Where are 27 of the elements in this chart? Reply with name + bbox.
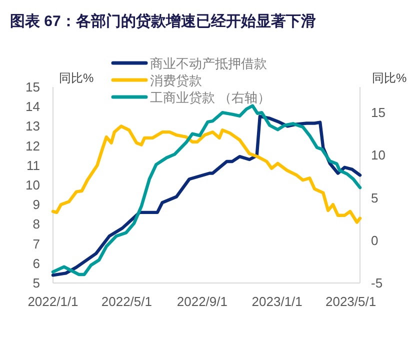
- y-axis-title: 同比%: [59, 71, 94, 85]
- y2-tick-label: 5: [371, 190, 378, 206]
- y-tick-label: 11: [26, 158, 40, 173]
- y2-tick-label: 15: [371, 105, 386, 120]
- legend-label: 消费贷款: [150, 73, 202, 88]
- y-tick-label: 15: [26, 80, 40, 94]
- y2-axis-title: 同比%: [372, 71, 407, 85]
- y-tick-label: 6: [32, 256, 40, 271]
- x-tick-label: 2022/5/1: [101, 294, 152, 309]
- x-tick-label: 2023/5/1: [325, 294, 376, 309]
- y2-tick-label: 10: [371, 148, 386, 163]
- y2-tick-label: -5: [371, 276, 383, 290]
- chart-title: 图表 67：各部门的贷款增速已经开始显著下滑: [10, 12, 316, 30]
- y-tick-label: 7: [32, 236, 40, 252]
- y2-tick-label: 0: [371, 232, 378, 248]
- y-tick-label: 9: [32, 197, 40, 212]
- y-tick-label: 13: [26, 118, 40, 134]
- y-tick-label: 10: [26, 178, 40, 192]
- x-tick-label: 2023/1/1: [252, 294, 302, 309]
- legend-label: 商业不动产抵押借款: [150, 56, 267, 71]
- y-tick-label: 14: [26, 99, 40, 114]
- x-tick-label: 2022/9/1: [176, 294, 228, 309]
- x-tick-label: 2022/1/1: [28, 294, 78, 309]
- y-tick-label: 5: [32, 276, 40, 290]
- y-tick-label: 12: [26, 138, 40, 154]
- y-tick-label: 8: [32, 216, 40, 232]
- legend-label: 工商业贷款 （右轴）: [150, 90, 271, 105]
